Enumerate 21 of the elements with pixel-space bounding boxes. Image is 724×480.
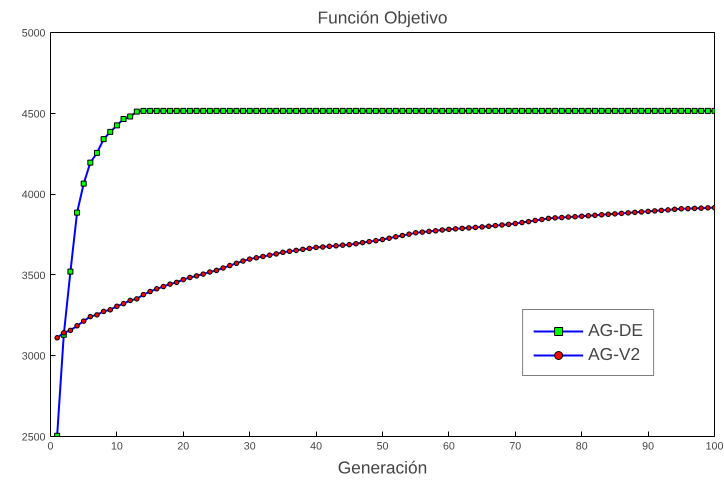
x-tick-label: 100 — [706, 440, 724, 452]
x-tick-label: 10 — [110, 440, 123, 452]
x-tick-label: 80 — [576, 440, 588, 452]
x-tick-label: 70 — [509, 440, 522, 452]
x-axis-title: Generación — [338, 458, 428, 478]
x-tick-label: 30 — [244, 440, 256, 452]
x-tick-label: 20 — [177, 440, 190, 452]
legend-label: AG-V2 — [588, 344, 640, 365]
y-tick-label: 3500 — [22, 270, 46, 282]
x-tick-label: 90 — [642, 440, 654, 452]
y-tick-label: 5000 — [22, 28, 46, 40]
x-tick-label: 0 — [48, 440, 54, 452]
x-tick-label: 60 — [442, 440, 455, 452]
x-tick-label: 40 — [310, 440, 322, 452]
x-tick-label: 50 — [376, 440, 388, 452]
chart-title: Función Objetivo — [317, 8, 448, 28]
legend-label: AG-DE — [588, 320, 643, 341]
y-tick-label: 2500 — [22, 432, 46, 444]
y-tick-label: 4500 — [22, 108, 46, 120]
y-tick-label: 4000 — [22, 189, 46, 202]
y-tick-label: 3000 — [22, 350, 46, 363]
